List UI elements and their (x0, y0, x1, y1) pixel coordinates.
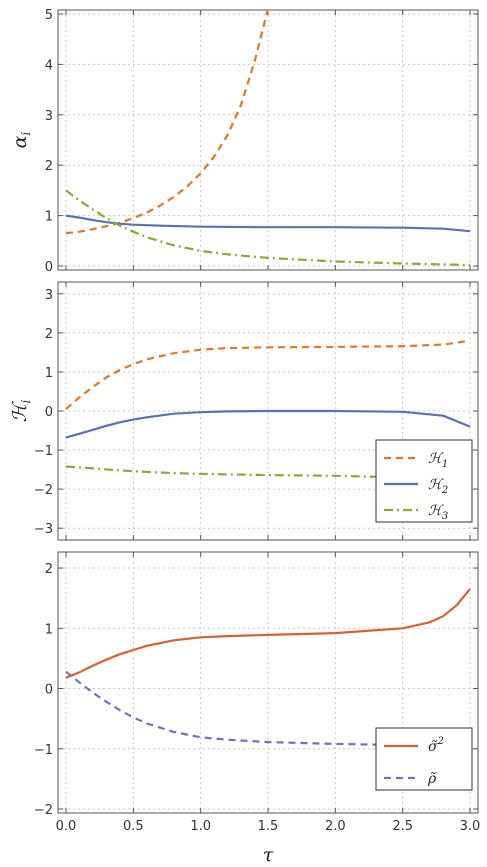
legend: σ̃2 ρ̃ (375, 727, 473, 791)
y-tick-label: −3 (34, 522, 53, 537)
legend-label-main: ℋ (428, 477, 444, 493)
legend-label-2: ℋ2 (428, 477, 448, 496)
series-line-2 (65, 214, 471, 233)
legend-label-sup: 2 (437, 736, 444, 747)
y-tick-label: −1 (34, 444, 53, 459)
y-tick-label: 4 (45, 58, 53, 73)
y-tick-label: 5 (45, 8, 53, 23)
y-tick-label: 1 (45, 366, 53, 381)
chart-panel-1: 0 1 2 3 4 5 αi (9, 8, 479, 275)
legend-label-2: ρ̃ (427, 771, 437, 787)
legend-label-main: ℋ (428, 503, 444, 519)
series-line-2 (65, 409, 471, 439)
legend-label-main: ℋ (428, 451, 444, 467)
y-tick-label: 0 (45, 260, 53, 275)
x-tick-label: 0.5 (123, 819, 144, 834)
y-tick-label: 2 (45, 159, 53, 174)
y-tick-label: 2 (45, 327, 53, 342)
y-axis-label-main: ℋ (9, 400, 31, 422)
series-line-1 (65, 588, 471, 679)
x-tick-label: 0.0 (56, 819, 77, 834)
y-tick-label: 0 (45, 405, 53, 420)
x-tick-label: 1.0 (190, 819, 211, 834)
y-tick-label: −2 (34, 483, 53, 498)
y-axis-label: αi (9, 132, 33, 149)
legend-label-3: ℋ3 (428, 503, 448, 522)
series-line-1 (65, 339, 471, 410)
y-tick-label: 1 (45, 210, 53, 225)
legend-label-1: ℋ1 (428, 451, 448, 470)
y-tick-label: 0 (45, 683, 53, 698)
y-tick-label: −2 (34, 803, 53, 818)
y-axis-label-main: α (9, 135, 31, 148)
y-axis-label-sub: i (19, 132, 33, 136)
y-axis-label: ℋi (9, 400, 33, 423)
series-line-3 (65, 189, 471, 267)
legend-label-sub: 1 (442, 459, 448, 470)
legend-label-sub: 3 (442, 511, 448, 522)
legend-label-sub: 2 (441, 485, 448, 496)
x-tick-label: 2.0 (325, 819, 346, 834)
y-tick-label: 1 (45, 622, 53, 637)
legend-label-main: σ̃ (428, 739, 438, 755)
legend-label-1: σ̃2 (428, 736, 444, 755)
y-tick-label: −1 (34, 743, 53, 758)
x-tick-label: 3.0 (460, 819, 481, 834)
series-line-1 (65, 10, 269, 235)
legend-label-main: ρ̃ (427, 771, 437, 787)
x-tick-label: 2.5 (392, 819, 413, 834)
x-tick-label: 1.5 (258, 819, 279, 834)
y-tick-label: 3 (45, 288, 53, 303)
y-axis-label-sub: i (19, 400, 33, 404)
y-tick-label: 2 (45, 562, 53, 577)
y-tick-label: 3 (45, 109, 53, 124)
legend-box (375, 727, 473, 791)
legend-box (375, 439, 473, 523)
x-axis-label: τ (263, 844, 274, 866)
